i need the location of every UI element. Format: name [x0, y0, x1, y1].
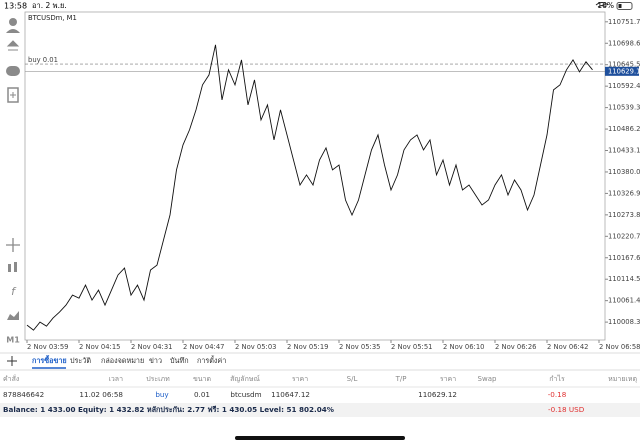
- x-tick-label: 2 Nov 04:15: [79, 343, 121, 351]
- table-header: หมายเหตุ: [608, 375, 637, 383]
- status-time: 13:58: [4, 2, 27, 11]
- y-tick-label: 110539.30: [608, 104, 640, 112]
- y-tick-label: 110008.30: [608, 318, 640, 326]
- y-tick-label: 110273.80: [608, 211, 640, 219]
- y-tick-label: 110592.40: [608, 82, 640, 90]
- tab[interactable]: การตั้งค่า: [197, 355, 226, 365]
- status-battery: 16%: [597, 1, 614, 10]
- x-tick-label: 2 Nov 06:42: [547, 343, 589, 351]
- y-tick-label: 110486.20: [608, 125, 640, 133]
- candles-icon-2: [14, 262, 17, 272]
- add-icon[interactable]: [7, 356, 17, 366]
- footer-bg: [0, 403, 640, 417]
- table-cell: 11.02 06:58: [79, 390, 123, 399]
- table-header: ขนาด: [193, 375, 211, 383]
- chart-frame: [24, 11, 606, 341]
- current-price-badge: [605, 66, 639, 76]
- table-header: ประเภท: [146, 375, 170, 383]
- battery-icon: [616, 2, 633, 10]
- tabs: การซื้อขาย ประวัติ กล่องจดหมาย ข่าว บันทึก กา…: [32, 354, 226, 369]
- table-header: S/L: [347, 375, 358, 383]
- toolbar: f M1: [6, 18, 20, 345]
- battery-level: [618, 4, 622, 8]
- chart-title: BTCUSDm, M1: [28, 14, 77, 22]
- buy-level-label: buy 0.01: [28, 56, 58, 64]
- y-tick-label: 110380.00: [608, 168, 640, 176]
- table-header: เวลา: [108, 375, 123, 383]
- table-header: ราคา: [292, 375, 308, 383]
- table-header: สัญลักษณ์: [230, 375, 260, 383]
- home-indicator: [235, 436, 405, 440]
- x-tick-label: 2 Nov 04:31: [131, 343, 173, 351]
- timeframe-icon[interactable]: M1: [6, 336, 20, 345]
- x-tick-label: 2 Nov 05:51: [391, 343, 433, 351]
- tab[interactable]: ข่าว: [149, 356, 162, 365]
- table-header: Swap: [478, 375, 497, 383]
- table-cell: buy: [155, 390, 169, 399]
- positions-table: คำสั่ง เวลา ประเภท ขนาด สัญลักษณ์ ราคา S/L T/P ร…: [0, 374, 640, 399]
- x-tick-label: 2 Nov 05:19: [287, 343, 329, 351]
- chart-layer: 110008.30 110061.40 110114.5 110167.60 11022…: [25, 18, 640, 351]
- table-header: คำสั่ง: [3, 374, 19, 383]
- x-tick-label: 2 Nov 05:35: [339, 343, 381, 351]
- x-tick-label: 2 Nov 05:03: [235, 343, 277, 351]
- total-profit: -0.18 USD: [548, 405, 585, 414]
- tab[interactable]: การซื้อขาย: [32, 354, 67, 365]
- y-tick-label: 110167.60: [608, 254, 640, 262]
- x-tick-label: 2 Nov 04:47: [183, 343, 225, 351]
- table-cell: 878846642: [3, 390, 44, 399]
- table-header: T/P: [395, 375, 407, 383]
- y-tick-label: 110433.10: [608, 147, 640, 155]
- table-cell: 110647.12: [271, 390, 310, 399]
- x-tick-label: 2 Nov 03:59: [27, 343, 69, 351]
- tab[interactable]: ประวัติ: [70, 356, 91, 365]
- status-date: อา. 2 พ.ย.: [32, 1, 67, 10]
- crosshair-icon[interactable]: [6, 238, 20, 252]
- indicator-icon[interactable]: f: [11, 285, 17, 298]
- account-icon[interactable]: [9, 18, 17, 26]
- table-cell: 110629.12: [418, 390, 457, 399]
- x-tick-label: 2 Nov 06:26: [495, 343, 537, 351]
- price-line: [26, 44, 593, 331]
- y-tick-label: 110645.5: [608, 61, 640, 69]
- current-price-label: 110629.12: [608, 67, 640, 75]
- chat-icon[interactable]: [6, 66, 20, 76]
- objects-icon[interactable]: [7, 311, 19, 320]
- y-tick-label: 110114.5: [608, 275, 640, 283]
- account-icon-body: [6, 29, 20, 33]
- table-header: ราคา: [440, 375, 456, 383]
- new-order-icon[interactable]: [7, 87, 19, 103]
- table-header: กำไร: [549, 374, 565, 383]
- table-cell: btcusdm: [230, 390, 261, 399]
- table-cell: 0.01: [194, 390, 210, 399]
- tab[interactable]: บันทึก: [170, 356, 189, 365]
- plus-icon: [10, 92, 16, 98]
- table-cell: -0.18: [548, 390, 567, 399]
- x-tick-label: 2 Nov 06:10: [443, 343, 485, 351]
- trade-icon[interactable]: [6, 40, 20, 51]
- y-tick-label: 110751.70: [608, 18, 640, 26]
- x-tick-label: 2 Nov 06:58: [599, 343, 640, 351]
- y-tick-label: 110220.70: [608, 232, 640, 240]
- candles-icon[interactable]: [8, 264, 11, 272]
- y-tick-label: 110698.60: [608, 39, 640, 47]
- y-tick-label: 110326.90: [608, 189, 640, 197]
- y-tick-label: 110061.40: [608, 297, 640, 305]
- wifi-icon: [595, 2, 609, 8]
- tab[interactable]: กล่องจดหมาย: [101, 356, 144, 365]
- balance-summary: Balance: 1 433.00 Equity: 1 432.82 หลักป…: [3, 405, 334, 414]
